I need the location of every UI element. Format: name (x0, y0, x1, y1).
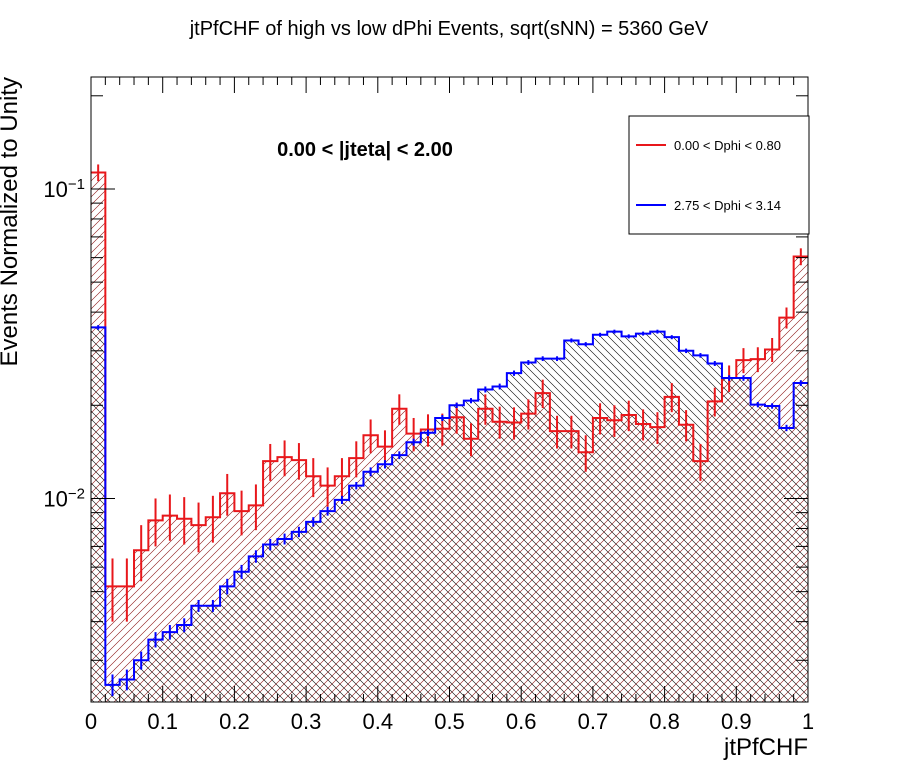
x-tick-label: 0.4 (363, 709, 394, 734)
legend-entry-low-dphi: 0.00 < Dphi < 0.80 (674, 138, 781, 153)
x-tick-label: 0.6 (506, 709, 537, 734)
x-tick-label: 1 (802, 709, 814, 734)
x-tick-label: 0.7 (578, 709, 609, 734)
x-tick-label: 0.1 (147, 709, 178, 734)
legend: 0.00 < Dphi < 0.80 2.75 < Dphi < 3.14 (628, 115, 810, 235)
legend-box (628, 115, 810, 235)
x-tick-label: 0.3 (291, 709, 322, 734)
x-tick-label: 0.2 (219, 709, 250, 734)
series-line-high-dphi (91, 326, 808, 686)
x-tick-label: 0.9 (721, 709, 752, 734)
legend-entry-high-dphi: 2.75 < Dphi < 3.14 (674, 198, 781, 213)
axis-ticks: 0 0.1 0.2 0.3 0.4 0.5 0.6 0.7 0.8 0.9 1 10−1 10−2 (43, 77, 814, 734)
eta-range-annotation: 0.00 < |jteta| < 2.00 (277, 139, 453, 161)
y-tick-label: 10−1 (43, 175, 85, 202)
chart-title: jtPfCHF of high vs low dPhi Events, sqrt… (189, 18, 709, 40)
y-axis-label: Events Normalized to Unity (0, 77, 23, 366)
x-tick-label: 0.5 (434, 709, 465, 734)
y-tick-label: 10−2 (43, 485, 85, 512)
x-axis-label: jtPfCHF (723, 734, 808, 761)
x-tick-label: 0 (85, 709, 97, 734)
plot-area (91, 164, 808, 702)
series-line-low-dphi (91, 171, 808, 588)
x-tick-label: 0.8 (649, 709, 680, 734)
